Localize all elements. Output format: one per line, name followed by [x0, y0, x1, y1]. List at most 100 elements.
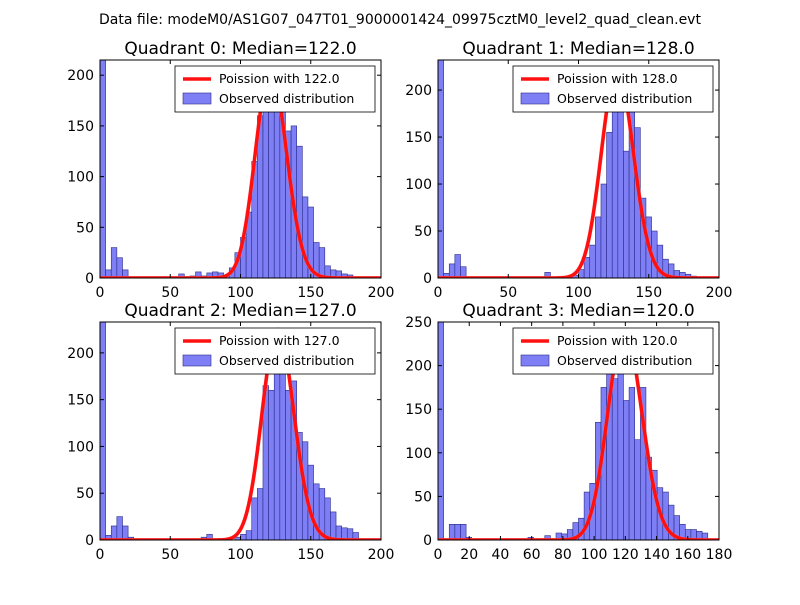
chart-title: Quadrant 1: Median=128.0 — [462, 39, 694, 59]
histogram-bar — [595, 216, 602, 278]
y-tick-label: 100 — [405, 446, 432, 462]
chart-legend: Poission with 122.0 Observed distribution — [174, 65, 376, 113]
x-tick-label: 0 — [96, 285, 105, 301]
histogram-bar — [285, 390, 292, 540]
chart-legend: Poission with 128.0 Observed distribution — [512, 65, 714, 113]
x-tick-label: 150 — [297, 547, 324, 563]
histogram-bar — [600, 183, 607, 278]
legend-entry-poisson: Poission with 120.0 — [557, 333, 678, 348]
x-tick-label: 40 — [492, 547, 510, 563]
chart-panel-1: 0 50 100 150 200 0 50 100 150 200 Quadrant 1: Medi… — [405, 39, 732, 301]
legend-bar-swatch — [182, 354, 212, 367]
chart-title: Quadrant 2: Median=127.0 — [124, 301, 356, 321]
y-tick-label: 0 — [423, 271, 432, 287]
legend-entry-poisson: Poission with 122.0 — [219, 71, 340, 86]
chart-panel-2: 0 50 100 150 200 0 50 100 150 200 Quadrant 2: Medi… — [67, 301, 394, 563]
histogram-bar — [100, 322, 106, 540]
histogram-bar — [662, 491, 669, 540]
legend-box — [512, 65, 714, 113]
y-tick-label: 50 — [76, 486, 94, 502]
legend-bar-swatch — [520, 354, 550, 367]
y-tick-label: 0 — [85, 271, 94, 287]
y-tick-label: 150 — [67, 393, 94, 409]
chart-legend: Poission with 120.0 Observed distribution — [512, 327, 714, 375]
legend-box — [512, 327, 714, 375]
x-tick-label: 100 — [581, 547, 608, 563]
x-tick-label: 150 — [635, 285, 662, 301]
histogram-bar — [330, 511, 337, 540]
histogram-bar — [268, 90, 275, 278]
chart-title: Quadrant 3: Median=120.0 — [462, 301, 694, 321]
chart-legend: Poission with 127.0 Observed distribution — [174, 327, 376, 375]
histogram-bar — [318, 247, 326, 278]
histogram-bar — [454, 524, 461, 540]
x-tick-label: 180 — [706, 547, 733, 563]
x-tick-label: 200 — [706, 285, 733, 301]
histogram-bar — [544, 535, 551, 540]
plot-content — [438, 60, 719, 278]
histogram-bar — [628, 387, 636, 540]
poisson-curve — [100, 327, 381, 540]
y-tick-label: 50 — [414, 224, 432, 240]
legend-entry-observed: Observed distribution — [219, 353, 354, 368]
histogram-bar — [110, 247, 118, 278]
y-tick-label: 250 — [405, 315, 432, 331]
x-tick-label: 20 — [460, 547, 478, 563]
histogram-bar — [606, 132, 613, 278]
y-tick-label: 0 — [85, 533, 94, 549]
histogram-bar — [110, 525, 118, 540]
chart-title: Quadrant 0: Median=122.0 — [124, 39, 356, 59]
histogram-bar — [460, 524, 467, 540]
x-tick-label: 0 — [434, 547, 443, 563]
histogram-bar — [122, 525, 129, 540]
histogram-bar — [195, 271, 202, 278]
chart-panel-0: 0 50 100 150 200 0 50 100 150 200 Quadrant 0: Medi… — [67, 39, 394, 301]
legend-box — [174, 65, 376, 113]
x-tick-label: 50 — [161, 285, 179, 301]
histogram-bar — [245, 530, 253, 540]
histogram-bar — [617, 89, 624, 278]
legend-entry-observed: Observed distribution — [557, 91, 692, 106]
histogram-bar — [634, 439, 641, 540]
y-tick-label: 200 — [67, 346, 94, 362]
legend-entry-poisson: Poission with 128.0 — [557, 71, 678, 86]
histogram-bar — [206, 534, 213, 540]
histogram-bar — [279, 352, 286, 540]
histogram-bar — [589, 244, 596, 278]
y-tick-label: 100 — [405, 177, 432, 193]
poisson-curve — [438, 67, 719, 278]
x-tick-label: 160 — [674, 547, 701, 563]
histogram-bar — [262, 100, 269, 278]
y-tick-label: 200 — [405, 83, 432, 99]
y-tick-label: 50 — [414, 489, 432, 505]
histogram-bar — [116, 516, 123, 540]
histogram-bar — [448, 524, 456, 540]
plot-content — [438, 322, 719, 540]
y-tick-label: 150 — [405, 130, 432, 146]
legend-entry-observed: Observed distribution — [219, 91, 354, 106]
x-tick-label: 80 — [554, 547, 572, 563]
histogram-bar — [324, 497, 331, 540]
histogram-bar — [611, 378, 619, 540]
plot-content — [100, 322, 381, 540]
x-tick-label: 0 — [96, 547, 105, 563]
histogram-bar — [623, 150, 630, 278]
histogram-bar — [438, 60, 444, 278]
histogram-bar — [273, 366, 281, 540]
x-tick-label: 50 — [161, 547, 179, 563]
x-tick-label: 0 — [434, 285, 443, 301]
x-tick-label: 200 — [368, 547, 395, 563]
histogram-bar — [268, 390, 275, 540]
y-tick-label: 150 — [67, 119, 94, 135]
x-tick-label: 150 — [297, 285, 324, 301]
x-tick-label: 100 — [565, 285, 592, 301]
x-tick-label: 120 — [612, 547, 639, 563]
x-tick-label: 60 — [523, 547, 541, 563]
legend-bar-swatch — [520, 92, 550, 105]
figure-suptitle: Data file: modeM0/AS1G07_047T01_90000014… — [99, 12, 701, 28]
histogram-bar — [460, 266, 467, 278]
x-tick-label: 100 — [227, 547, 254, 563]
legend-box — [174, 327, 376, 375]
legend-entry-poisson: Poission with 127.0 — [219, 333, 340, 348]
